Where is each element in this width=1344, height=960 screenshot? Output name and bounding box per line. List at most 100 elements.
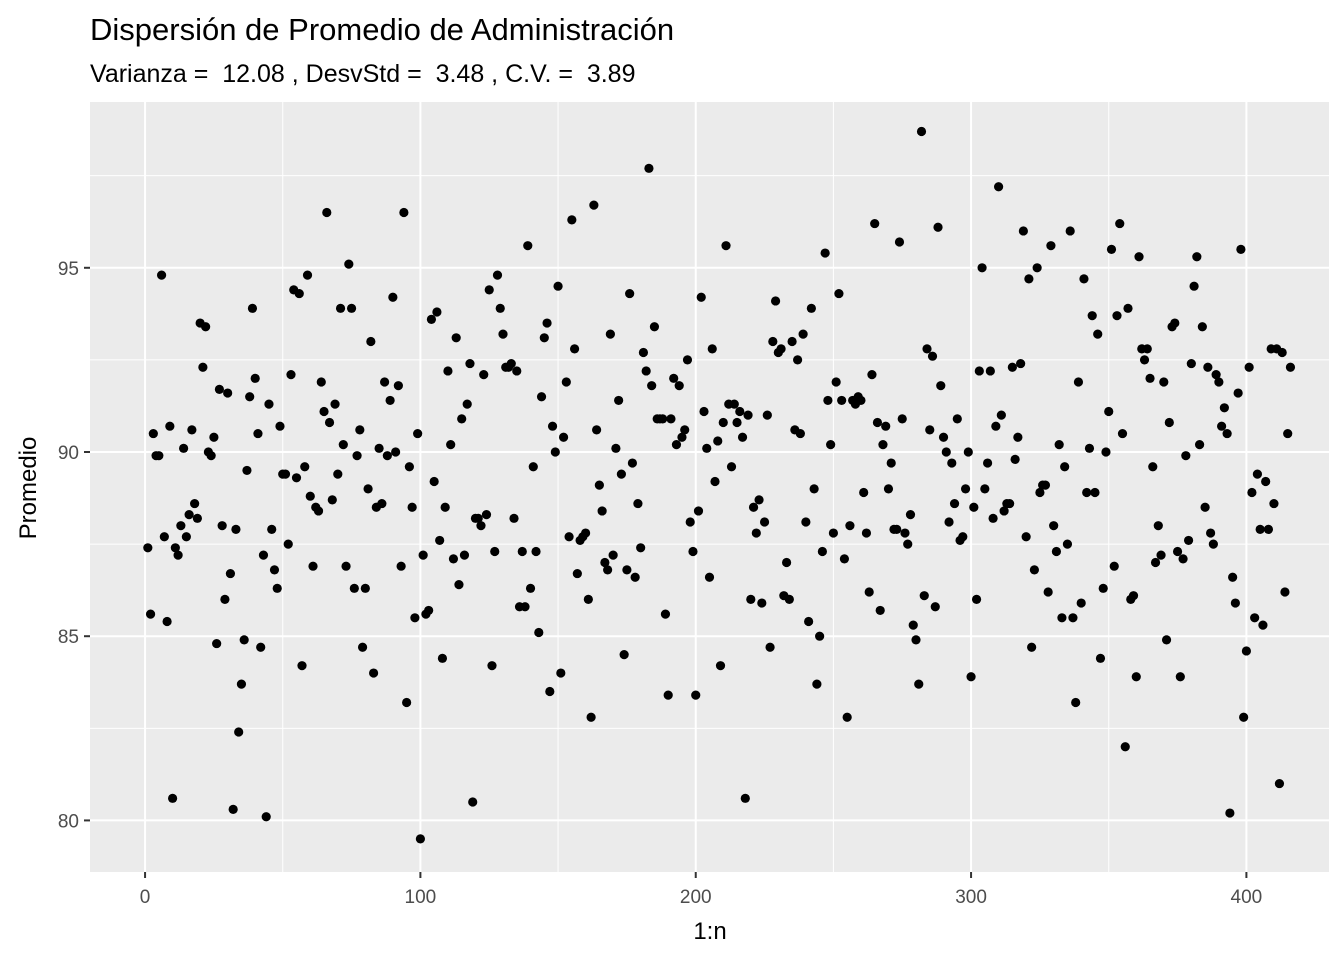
data-point <box>495 303 505 313</box>
data-point <box>809 484 819 494</box>
data-point <box>1142 344 1152 354</box>
data-point <box>1117 428 1128 439</box>
data-point <box>1203 362 1213 372</box>
data-point <box>735 406 745 417</box>
data-point <box>294 288 304 299</box>
data-point <box>1093 329 1103 339</box>
data-point <box>531 546 541 557</box>
y-axis-title: Promedio <box>15 437 42 540</box>
data-point <box>1192 252 1202 262</box>
data-point <box>867 370 877 380</box>
data-point <box>322 207 332 218</box>
data-point <box>941 447 951 457</box>
data-point <box>1159 377 1169 387</box>
data-point <box>982 458 993 468</box>
data-point <box>633 498 643 509</box>
data-point <box>1145 373 1155 383</box>
data-point <box>839 554 850 564</box>
data-point <box>581 528 591 538</box>
data-point <box>366 336 376 347</box>
data-point <box>410 613 420 623</box>
data-point <box>368 668 379 678</box>
data-point <box>170 543 180 553</box>
data-point <box>713 436 723 446</box>
data-point <box>558 432 569 442</box>
data-point <box>481 510 492 520</box>
data-point <box>1244 362 1254 372</box>
data-point <box>283 539 293 549</box>
data-point <box>528 462 538 472</box>
data-point <box>834 288 844 299</box>
data-point <box>784 594 794 604</box>
data-point <box>1228 572 1238 582</box>
data-point <box>801 517 811 527</box>
data-point <box>663 690 673 700</box>
data-point <box>333 469 343 479</box>
data-point <box>892 524 902 534</box>
x-axis-ticks: 0 100 200 300 400 <box>140 872 1262 908</box>
data-point <box>1236 244 1246 254</box>
data-point <box>1208 539 1218 549</box>
data-point <box>870 218 880 229</box>
data-point <box>446 440 456 450</box>
data-point <box>627 458 638 468</box>
data-point <box>1024 274 1034 284</box>
data-point <box>517 546 527 557</box>
data-point <box>335 303 346 313</box>
data-point <box>938 432 949 442</box>
data-point <box>1206 528 1216 538</box>
data-point <box>729 399 739 409</box>
data-point <box>145 609 156 619</box>
data-point <box>949 498 960 509</box>
data-point <box>217 521 227 531</box>
data-point <box>424 605 434 616</box>
data-point <box>977 263 987 273</box>
data-point <box>781 557 792 568</box>
data-point <box>308 561 318 571</box>
data-point <box>468 797 478 807</box>
data-point <box>1148 462 1158 472</box>
data-point <box>837 395 847 406</box>
data-point <box>556 668 566 678</box>
data-point <box>536 392 547 402</box>
data-point <box>856 395 866 406</box>
data-point <box>349 583 359 593</box>
data-point <box>561 377 571 387</box>
data-point <box>806 303 816 313</box>
data-point <box>462 399 472 409</box>
data-point <box>828 528 839 538</box>
data-point <box>702 443 712 453</box>
data-point <box>1079 274 1089 284</box>
data-point <box>418 550 428 560</box>
data-point <box>669 373 679 383</box>
data-point <box>179 443 189 453</box>
data-point <box>374 443 384 453</box>
x-tick-label: 0 <box>140 887 151 908</box>
data-point <box>223 388 233 398</box>
data-point <box>793 355 803 365</box>
data-point <box>658 414 668 424</box>
data-point <box>1128 591 1139 601</box>
data-point <box>534 627 544 638</box>
data-point <box>1068 613 1078 623</box>
data-point <box>1018 226 1028 236</box>
data-point <box>1013 432 1023 442</box>
data-point <box>1225 808 1235 818</box>
data-point <box>845 521 855 531</box>
data-point <box>539 333 549 343</box>
data-point <box>1115 218 1125 229</box>
data-point <box>908 620 918 630</box>
data-point <box>509 513 519 523</box>
data-point <box>250 373 260 383</box>
data-point <box>638 347 649 358</box>
data-point <box>162 616 172 627</box>
data-point <box>190 498 200 509</box>
data-point <box>1054 440 1064 450</box>
data-point <box>1090 487 1100 498</box>
data-point <box>253 428 263 439</box>
data-point <box>1035 487 1045 498</box>
data-point <box>952 414 962 424</box>
data-point <box>426 314 437 324</box>
data-point <box>256 642 266 652</box>
data-point <box>313 506 324 516</box>
